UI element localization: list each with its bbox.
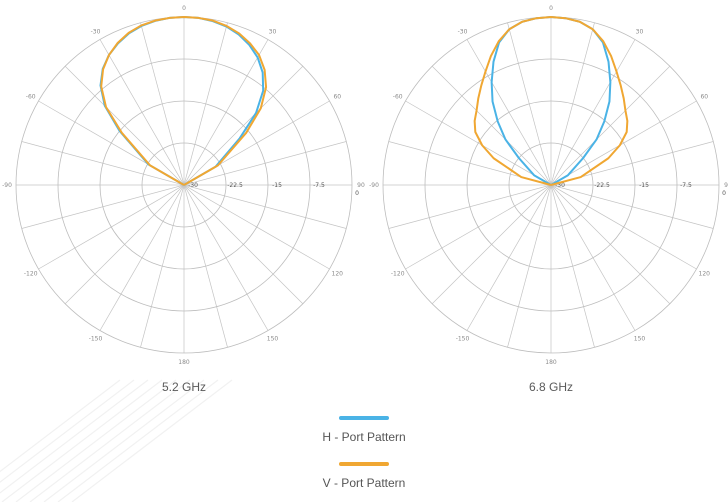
- grid-ring: [508, 142, 594, 228]
- radial-tick-label: -7.5: [680, 182, 692, 189]
- angle-tick-label: 120: [699, 271, 711, 278]
- radial-tick-label: -7.5: [313, 182, 325, 189]
- chart-title: 5.2 GHz: [162, 380, 206, 394]
- angle-tick-label: 30: [636, 29, 644, 36]
- angle-tick-label: 150: [634, 335, 646, 342]
- legend-label-h-port: H - Port Pattern: [322, 430, 406, 444]
- angle-tick-label: 60: [333, 94, 341, 101]
- radial-tick-label-outer: 0: [355, 190, 359, 197]
- angle-tick-label: -90: [369, 182, 379, 189]
- angle-tick-label: 0: [182, 5, 186, 12]
- decorative-line: [0, 379, 135, 483]
- angle-tick-label: -60: [393, 94, 403, 101]
- radial-tick-label: -22.5: [227, 182, 243, 189]
- legend-item-h-port: H - Port Pattern: [264, 416, 464, 444]
- decorative-line: [43, 379, 205, 502]
- angle-tick-label: -90: [2, 182, 12, 189]
- decorative-line: [71, 379, 233, 502]
- radial-tick-label: -22.5: [594, 182, 610, 189]
- angle-tick-label: -150: [89, 335, 103, 342]
- chart-title: 6.8 GHz: [529, 380, 573, 394]
- grid-ring: [141, 142, 227, 228]
- polar-chart-5-2-ghz: -30 -22.5 -15 -7.5 0 0 30 60 90 120 150 180 -150 -120…: [2, 5, 365, 394]
- legend-item-v-port: V - Port Pattern: [264, 462, 464, 490]
- polar-chart-6-8-ghz: -30 -22.5 -15 -7.5 0 0 30 60 90 120 150 180 -150 -120…: [369, 5, 728, 394]
- angle-tick-label: 120: [332, 271, 344, 278]
- angle-tick-label: -120: [24, 271, 38, 278]
- legend-swatch-h-port: [339, 416, 389, 420]
- angle-tick-label: -60: [26, 94, 36, 101]
- grid-ring: [99, 100, 269, 270]
- decorative-line: [57, 379, 219, 502]
- angle-tick-label: 60: [700, 94, 708, 101]
- angle-tick-label: 150: [267, 335, 279, 342]
- legend-swatch-v-port: [339, 462, 389, 466]
- decorative-line: [0, 379, 121, 473]
- decorative-line: [1, 379, 163, 502]
- decorative-line: [0, 379, 149, 494]
- radial-tick-label: -30: [188, 182, 198, 189]
- angle-tick-label: 180: [178, 359, 190, 366]
- grid-ring: [424, 58, 678, 312]
- angle-tick-label: 90: [357, 182, 365, 189]
- radial-tick-label-outer: 0: [722, 190, 726, 197]
- decorative-line: [29, 379, 191, 502]
- angle-tick-label: 180: [545, 359, 557, 366]
- radial-tick-label: -15: [639, 182, 649, 189]
- legend: H - Port Pattern V - Port Pattern: [264, 416, 464, 490]
- angle-tick-label: 90: [724, 182, 728, 189]
- angle-tick-label: -150: [456, 335, 470, 342]
- grid-ring: [57, 58, 311, 312]
- angle-tick-label: -120: [391, 271, 405, 278]
- legend-label-v-port: V - Port Pattern: [322, 476, 406, 490]
- radial-tick-label: -15: [272, 182, 282, 189]
- series-v-port-pattern: [100, 16, 268, 186]
- angle-tick-label: -30: [458, 29, 468, 36]
- angle-tick-label: 30: [269, 29, 277, 36]
- decorative-line: [15, 379, 177, 502]
- angle-tick-label: 0: [549, 5, 553, 12]
- radial-tick-label: -30: [555, 182, 565, 189]
- grid-ring: [466, 100, 636, 270]
- angle-tick-label: -30: [91, 29, 101, 36]
- series-v-port-pattern: [473, 16, 629, 186]
